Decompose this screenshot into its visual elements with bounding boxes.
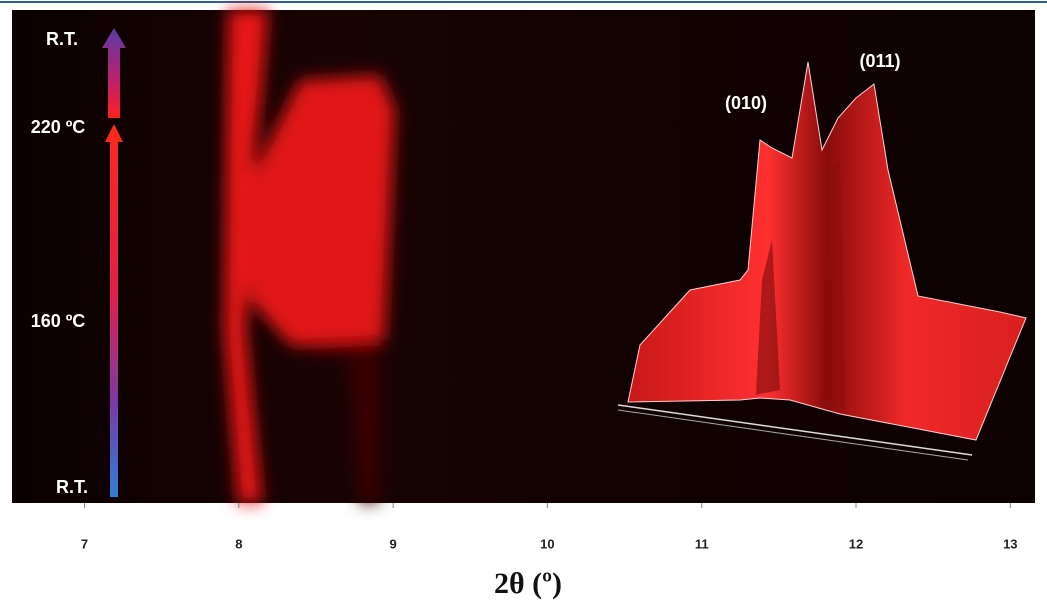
- peak-label: (010): [725, 93, 767, 113]
- x-axis-label: 2θ (º): [494, 567, 562, 600]
- x-tick-label: 10: [540, 536, 554, 551]
- temperature-label: 220 ºC: [31, 117, 86, 137]
- heating-arrow: [105, 124, 123, 497]
- peak-label: (011): [859, 51, 900, 71]
- x-tick-label: 11: [695, 536, 709, 551]
- temperature-label: R.T.: [46, 29, 78, 49]
- x-tick-label: 13: [1003, 536, 1017, 551]
- x-tick-label: 12: [849, 536, 863, 551]
- surface-plot: [617, 61, 1027, 461]
- heatmap-intensity: [224, 10, 395, 503]
- temperature-label: R.T.: [56, 477, 88, 497]
- x-tick-label: 9: [390, 536, 397, 551]
- cooling-arrow: [102, 28, 126, 118]
- temperature-label: 160 ºC: [31, 311, 86, 331]
- x-tick-label: 8: [235, 536, 242, 551]
- x-tick-label: 7: [81, 536, 88, 551]
